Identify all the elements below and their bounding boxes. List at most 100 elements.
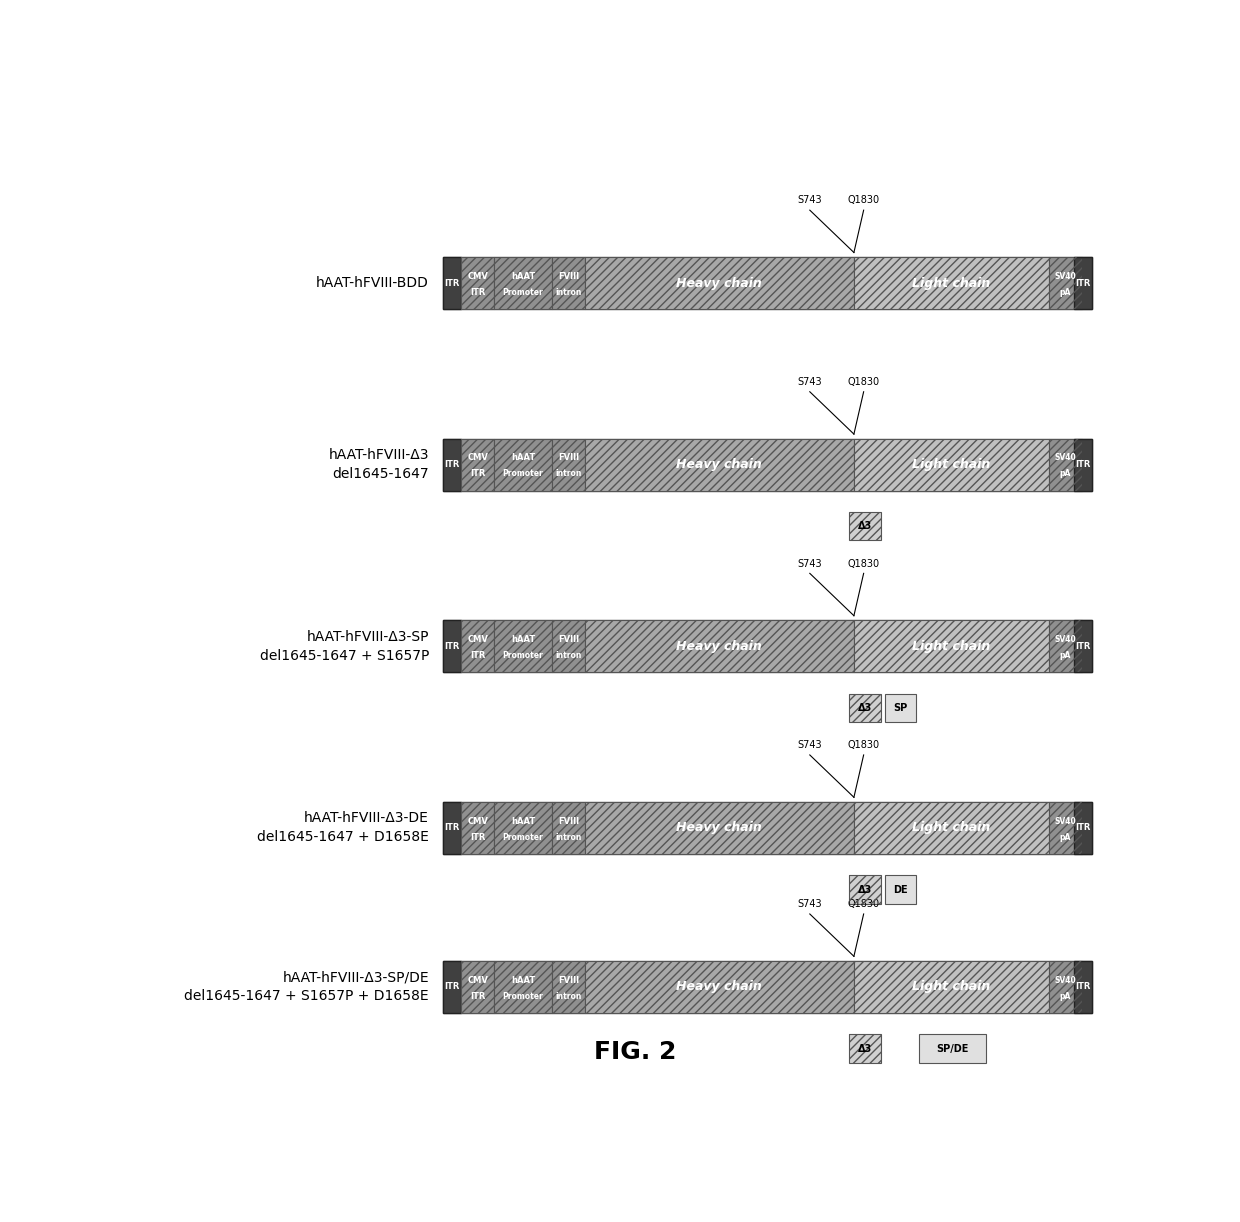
Bar [461,621,494,672]
Bar [444,621,461,672]
Bar [854,621,1049,672]
Text: intron: intron [556,469,582,479]
Bar [884,694,916,722]
Text: Q1830: Q1830 [848,196,879,205]
Bar [444,439,1092,490]
Bar [1074,257,1092,309]
Text: Heavy chain: Heavy chain [677,821,763,835]
Text: CMV: CMV [467,271,489,281]
Bar [444,960,1092,1013]
Text: CMV: CMV [467,816,489,826]
Text: hAAT-hFVIII-BDD: hAAT-hFVIII-BDD [316,276,429,290]
Text: Q1830: Q1830 [848,558,879,568]
Bar [849,875,880,903]
Bar [884,875,916,903]
Text: hAAT: hAAT [511,635,536,644]
Text: hAAT-hFVIII-Δ3-DE: hAAT-hFVIII-Δ3-DE [304,811,429,826]
Bar [444,802,1092,854]
Text: Q1830: Q1830 [848,741,879,750]
Bar [461,439,494,490]
Text: Light chain: Light chain [913,640,991,653]
Text: del1645-1647 + D1658E: del1645-1647 + D1658E [257,830,429,844]
Bar [494,439,552,490]
Text: SP: SP [893,703,908,712]
Bar [854,802,1049,854]
Bar [552,802,585,854]
Bar [1049,802,1083,854]
Bar [552,621,585,672]
Text: SV40: SV40 [1054,271,1076,281]
Text: ITR: ITR [445,824,460,832]
Text: pA: pA [1060,651,1071,660]
Text: ITR: ITR [470,651,485,660]
Bar [1049,439,1083,490]
Bar [494,960,552,1013]
Bar [444,257,461,309]
Bar [1049,439,1083,490]
Bar [849,512,880,540]
Bar [552,257,585,309]
Text: FVIII: FVIII [558,975,579,985]
Text: Δ3: Δ3 [858,1044,872,1053]
Bar [1049,802,1083,854]
Text: Light chain: Light chain [913,980,991,993]
Text: Δ3: Δ3 [858,703,872,712]
Text: S743: S743 [797,558,822,568]
Bar [585,257,854,309]
Text: SV40: SV40 [1054,975,1076,985]
Text: intron: intron [556,651,582,660]
Text: FIG. 2: FIG. 2 [594,1040,677,1064]
Text: ITR: ITR [470,992,485,1001]
Bar [444,439,461,490]
Bar [1074,621,1092,672]
Bar [585,802,854,854]
Bar [854,960,1049,1013]
Bar [854,439,1049,490]
Bar [585,621,854,672]
Bar [1074,802,1092,854]
Bar [552,802,585,854]
Bar [585,439,854,490]
Bar [849,1034,880,1063]
Text: CMV: CMV [467,975,489,985]
Bar [1074,960,1092,1013]
Text: S743: S743 [797,741,822,750]
Bar [494,621,552,672]
Bar [461,960,494,1013]
Text: pA: pA [1060,469,1071,479]
Text: SV40: SV40 [1054,635,1076,644]
Bar [585,802,854,854]
Bar [444,621,1092,672]
Bar [461,439,494,490]
Bar [494,960,552,1013]
Text: FVIII: FVIII [558,635,579,644]
Text: SP/DE: SP/DE [936,1044,968,1053]
Bar [585,960,854,1013]
Text: Promoter: Promoter [502,651,543,660]
Text: Heavy chain: Heavy chain [677,640,763,653]
Bar [444,802,1092,854]
Text: hAAT-hFVIII-Δ3-SP/DE: hAAT-hFVIII-Δ3-SP/DE [283,970,429,985]
Text: ITR: ITR [470,288,485,297]
Text: ITR: ITR [1075,461,1091,469]
Text: FVIII: FVIII [558,271,579,281]
Bar [444,960,461,1013]
Text: intron: intron [556,288,582,297]
Bar [854,802,1049,854]
Bar [849,875,880,903]
Bar [1049,257,1083,309]
Bar [1074,960,1092,1013]
Bar [444,960,1092,1013]
Bar [552,960,585,1013]
Bar [461,802,494,854]
Bar [1074,257,1092,309]
Bar [849,694,880,722]
Bar [444,802,461,854]
Text: ITR: ITR [445,642,460,651]
Bar [461,960,494,1013]
Bar [1074,439,1092,490]
Text: hAAT-hFVIII-Δ3: hAAT-hFVIII-Δ3 [329,448,429,462]
Text: ITR: ITR [445,461,460,469]
Bar [494,802,552,854]
Bar [849,512,880,540]
